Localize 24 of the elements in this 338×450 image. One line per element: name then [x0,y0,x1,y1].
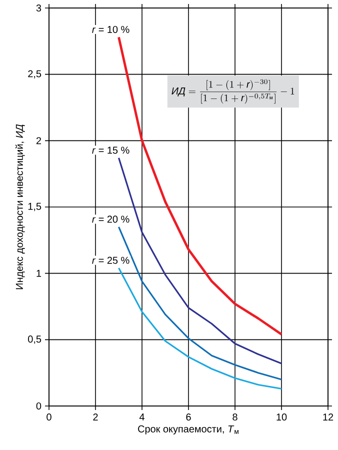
y-tick-label: 0 [36,402,42,410]
x-tick-label: 2 [93,414,98,420]
y-tick-label: 1 [36,270,42,277]
x-axis-title: Срок окупаемости, T$_{м}$ [138,425,238,434]
series-label: r = 25 % [92,256,130,264]
series-label: r = 10 % [92,26,130,33]
series-label: r = 15 % [92,146,130,154]
line-series [118,267,282,390]
y-tick-label: 2 [36,137,41,144]
x-tick-label: 0 [46,414,52,421]
y-tick-label: 0,5 [28,336,42,344]
line-series [118,226,282,380]
y-tick-label: 1,5 [28,202,42,212]
x-tick-label: 10 [276,414,287,421]
line-series [118,157,282,364]
y-tick-label: 2,5 [28,70,42,78]
x-tick-label: 4 [139,414,144,420]
y-tick-label: 3 [36,4,42,12]
series-label: r = 20 % [92,216,130,223]
x-tick-label: 8 [232,414,238,421]
x-tick-label: 12 [323,414,334,420]
x-tick-label: 6 [186,414,191,421]
annotation: $\textit{ИД}=\frac{[1-(1+\textit{r})^{-30}]}{[1-(1+\textit{r})^{-0{,}5T_{\text{м}}}]}-1$ [172,79,294,104]
y-axis-title: Индекс доходности инвестиций, ИД [15,124,25,290]
